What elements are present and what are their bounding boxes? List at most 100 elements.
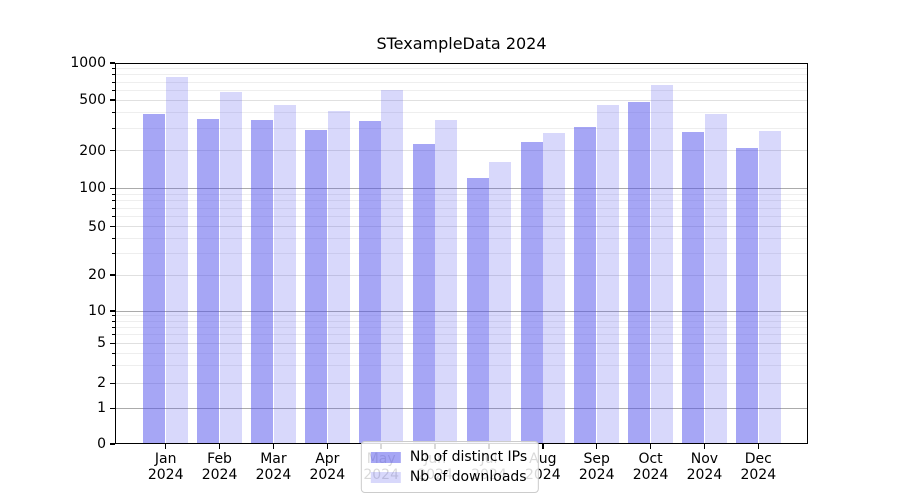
x-axis-tick xyxy=(649,444,652,449)
gridline-minor xyxy=(115,89,808,91)
bar-distinct-ips-oct xyxy=(628,102,651,444)
legend: Nb of distinct IPs Nb of downloads xyxy=(360,441,540,493)
bar-distinct-ips-mar xyxy=(251,119,274,444)
y-axis-tick xyxy=(110,342,115,345)
gridline-minor xyxy=(115,334,808,336)
y-axis-tick xyxy=(110,99,115,101)
gridline-minor xyxy=(115,68,808,70)
x-tick-year: 2024 xyxy=(578,467,615,483)
y-axis-minor-tick xyxy=(111,200,115,202)
bar-distinct-ips-apr xyxy=(305,130,328,444)
gridline-major xyxy=(115,342,808,344)
y-tick-label: 200 xyxy=(79,142,106,159)
y-axis-minor-tick xyxy=(111,237,115,239)
gridline-minor xyxy=(115,127,808,129)
bar-downloads-jan xyxy=(166,77,188,444)
bar-downloads-aug xyxy=(543,133,566,444)
y-tick-label: 2 xyxy=(97,375,106,392)
y-tick-label: 10 xyxy=(88,303,106,319)
x-tick-year: 2024 xyxy=(255,467,292,483)
y-axis-tick xyxy=(110,62,115,64)
legend-label: Nb of downloads xyxy=(409,469,527,485)
y-axis-minor-tick xyxy=(111,193,115,195)
gridline-minor xyxy=(115,237,808,239)
y-axis-minor-tick xyxy=(111,111,115,113)
x-tick-month: Dec xyxy=(744,451,772,467)
bar-downloads-apr xyxy=(327,110,350,444)
legend-row: Nb of distinct IPs xyxy=(370,447,528,467)
gridline-minor xyxy=(115,111,808,113)
y-axis-minor-tick xyxy=(111,315,115,317)
x-tick-label: Sep 2024 xyxy=(567,451,627,483)
x-tick-year: 2024 xyxy=(740,467,777,483)
x-tick-year: 2024 xyxy=(632,467,669,483)
bar-distinct-ips-jul xyxy=(466,177,489,444)
y-axis-minor-tick xyxy=(111,365,115,367)
gridline-minor xyxy=(115,352,808,354)
bar-downloads-oct xyxy=(650,84,673,444)
plot-area xyxy=(115,62,808,444)
gridline-minor xyxy=(115,253,808,255)
gridline-minor xyxy=(115,327,808,329)
bar-downloads-jul xyxy=(489,162,512,444)
bar-downloads-sep xyxy=(596,104,619,444)
x-axis-tick xyxy=(542,444,544,449)
bar-distinct-ips-jun xyxy=(412,144,435,444)
x-tick-label: Jan 2024 xyxy=(136,451,196,483)
y-tick-label: 0 xyxy=(97,436,106,452)
x-tick-month: Oct xyxy=(638,451,663,467)
gridline-minor xyxy=(115,200,808,202)
y-axis-minor-tick xyxy=(111,352,115,354)
bar-distinct-ips-aug xyxy=(520,141,543,444)
x-tick-label: Dec 2024 xyxy=(728,451,788,483)
y-axis-tick xyxy=(110,149,115,152)
y-tick-label: 500 xyxy=(79,92,106,108)
x-tick-month: Apr xyxy=(315,451,340,467)
gridline-major xyxy=(115,187,808,189)
x-tick-year: 2024 xyxy=(201,467,238,483)
y-axis-minor-tick xyxy=(111,68,115,70)
x-tick-label: Nov 2024 xyxy=(674,451,734,483)
gridline-major xyxy=(115,150,808,152)
bar-downloads-may xyxy=(381,89,404,444)
y-tick-label: 5 xyxy=(97,335,106,352)
y-tick-label: 50 xyxy=(88,218,106,235)
gridline-major xyxy=(115,382,808,384)
x-axis-tick xyxy=(218,444,221,449)
gridline-minor xyxy=(115,315,808,317)
x-axis-tick xyxy=(326,444,329,449)
y-tick-label: 20 xyxy=(88,267,106,283)
y-axis-tick xyxy=(110,274,115,276)
y-axis-minor-tick xyxy=(111,216,115,218)
bar-downloads-jun xyxy=(435,119,458,444)
x-tick-label: Oct 2024 xyxy=(621,451,681,483)
gridline-major xyxy=(115,407,808,409)
y-axis-minor-tick xyxy=(111,127,115,129)
y-axis-minor-tick xyxy=(111,253,115,255)
y-axis-minor-tick xyxy=(111,207,115,209)
bar-downloads-mar xyxy=(273,105,296,444)
y-tick-label: 1 xyxy=(97,400,106,417)
bar-downloads-nov xyxy=(704,114,727,444)
x-axis-tick xyxy=(164,444,167,449)
x-tick-month: Jan xyxy=(154,451,177,467)
gridline-major xyxy=(115,62,808,64)
gridline-minor xyxy=(115,74,808,76)
chart-title: STexampleData 2024 xyxy=(376,34,547,53)
y-axis-tick xyxy=(110,310,115,312)
x-axis-tick xyxy=(757,444,760,449)
bar-distinct-ips-feb xyxy=(197,118,220,444)
x-tick-label: Mar 2024 xyxy=(243,451,303,483)
legend-swatch xyxy=(370,451,401,463)
y-axis-tick xyxy=(110,187,115,190)
x-tick-label: Apr 2024 xyxy=(297,451,357,483)
bar-distinct-ips-sep xyxy=(574,127,597,444)
gridline-major xyxy=(115,274,808,276)
gridline-minor xyxy=(115,207,808,209)
gridline-minor xyxy=(115,81,808,83)
x-tick-year: 2024 xyxy=(147,467,184,483)
x-tick-month: Mar xyxy=(260,451,287,467)
x-tick-year: 2024 xyxy=(686,467,723,483)
legend-label: Nb of distinct IPs xyxy=(409,449,528,465)
gridline-major xyxy=(115,310,808,312)
